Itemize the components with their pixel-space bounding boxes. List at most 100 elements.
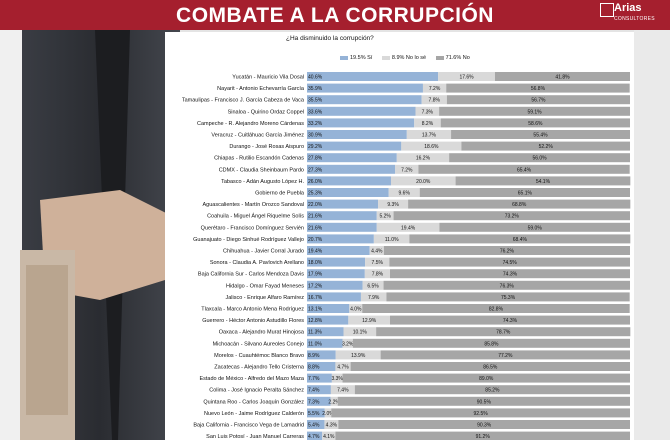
category-label: Tabasco - Adán Augusto López H.: [221, 179, 304, 185]
data-label-si: 21.6%: [308, 214, 323, 220]
category-label: Chiapas - Rutilio Escandón Cadenas: [214, 156, 304, 162]
bar-segment-no: [354, 385, 630, 395]
bar-segment-nolose: [330, 385, 355, 395]
data-label-no: 68.4%: [513, 237, 528, 243]
category-label: Yucatán - Mauricio Vila Dosal: [232, 75, 304, 81]
data-label-nolose: 19.4%: [401, 225, 416, 231]
bar-segment-nolose: [330, 396, 338, 406]
page-title: COMBATE A LA CORRUPCIÓN: [176, 4, 494, 27]
bar-segment-nolose: [348, 315, 391, 325]
bar-segment-nolose: [360, 292, 387, 302]
data-label-nolose: 7.5%: [372, 260, 384, 266]
logo-subtitle: CONSULTORES: [614, 16, 655, 22]
legend-item-no: 71.6% No: [435, 55, 470, 61]
logo-name: Arias: [614, 2, 642, 14]
data-label-nolose: 4.1%: [323, 434, 335, 440]
data-label-nolose: 17.6%: [459, 75, 474, 81]
category-label: Nuevo León - Jaime Rodríguez Calderón: [204, 411, 304, 417]
bar-segment-si: [307, 246, 370, 255]
data-label-no: 55.4%: [533, 133, 548, 139]
bar-segment-si: [307, 95, 422, 105]
bar-segment-no: [390, 269, 630, 279]
bar-segment-nolose: [364, 269, 391, 279]
data-label-no: 76.2%: [500, 249, 515, 255]
bar-segment-nolose: [335, 362, 351, 371]
data-label-nolose: 11.0%: [385, 237, 399, 243]
data-label-si: 22.0%: [308, 202, 323, 208]
data-label-nolose: 6.5%: [367, 283, 379, 289]
bar-segment-nolose: [362, 280, 384, 290]
category-label: San Luis Potosí - Juan Manuel Carreras: [206, 434, 304, 440]
data-label-no: 74.3%: [503, 318, 518, 324]
bar-segment-no: [440, 118, 630, 128]
bar-segment-no: [451, 130, 630, 139]
bar-segment-nolose: [369, 246, 384, 255]
data-label-no: 76.3%: [500, 283, 515, 289]
bar-segment-no: [393, 211, 630, 221]
data-label-nolose: 7.4%: [337, 388, 349, 394]
data-label-si: 30.9%: [308, 133, 323, 139]
bar-segment-nolose: [414, 118, 441, 128]
category-label: CDMX - Claudia Sheinbaum Pardo: [219, 167, 304, 173]
data-label-nolose: 20.0%: [416, 179, 431, 185]
data-label-nolose: 7.3%: [422, 109, 434, 115]
bar-segment-no: [383, 280, 630, 290]
data-label-nolose: 9.6%: [399, 191, 411, 197]
data-label-no: 56.7%: [531, 98, 546, 104]
bar-segment-nolose: [343, 327, 377, 337]
bar-segment-nolose: [349, 304, 363, 313]
bar-segment-nolose: [324, 420, 339, 429]
data-label-si: 5.4%: [308, 423, 320, 429]
data-label-no: 65.4%: [517, 167, 532, 173]
bar-segment-nolose: [376, 211, 394, 221]
logo-icon: [600, 3, 614, 17]
legend-label-nolose: 8.9% No lo sé: [391, 55, 427, 61]
data-label-no: 75.3%: [501, 295, 516, 301]
bar-segment-si: [307, 222, 377, 232]
bar-segment-si: [307, 396, 331, 406]
legend-label-no: 71.6% No: [445, 55, 470, 61]
chart-legend: 19.5% Sí 8.9% No lo sé 71.6% No: [340, 55, 478, 61]
bar-segment-no: [455, 176, 631, 186]
data-label-nolose: 2.0%: [322, 411, 334, 417]
data-label-si: 12.8%: [308, 318, 323, 324]
category-label: Baja California Sur - Carlos Mendoza Dav…: [198, 272, 304, 278]
bar-segment-nolose: [373, 234, 410, 244]
bar-segment-si: [307, 141, 402, 151]
category-label: Chihuahua - Javier Corral Jurado: [223, 249, 304, 255]
bar-segment-si: [307, 176, 391, 186]
data-label-si: 40.6%: [308, 75, 323, 81]
legend-item-si: 19.5% Sí: [340, 55, 372, 61]
category-label: Campeche - R. Alejandro Moreno Cárdenas: [197, 121, 304, 127]
data-label-no: 41.8%: [555, 75, 570, 81]
bar-segment-no: [419, 188, 630, 197]
data-label-si: 26.0%: [308, 179, 323, 185]
data-label-nolose: 5.2%: [379, 214, 391, 220]
legend-item-nolose: 8.9% No lo sé: [381, 55, 427, 61]
data-label-nolose: 13.7%: [422, 133, 437, 139]
data-label-si: 33.6%: [308, 109, 323, 115]
bar-segment-si: [307, 431, 323, 440]
bar-segment-si: [307, 385, 331, 395]
bar-segment-no: [409, 234, 631, 244]
bar-segment-nolose: [421, 95, 447, 105]
bar-segment-no: [383, 246, 630, 255]
category-label: Guanajuato - Diego Sinhué Rodríguez Vall…: [193, 237, 304, 243]
data-label-no: 86.5%: [483, 365, 498, 371]
category-label: Sinaloa - Quirino Ordaz Coppel: [228, 109, 304, 115]
category-label: Sonora - Claudia A. Pavlovich Arellano: [210, 260, 304, 266]
bar-segment-no: [439, 106, 630, 116]
bar-segment-nolose: [376, 222, 440, 232]
bar-segment-nolose: [396, 153, 450, 163]
data-label-nolose: 4.7%: [337, 365, 349, 371]
data-label-si: 5.5%: [308, 411, 320, 417]
bar-segment-nolose: [415, 106, 440, 116]
bar-segment-nolose: [365, 257, 390, 267]
data-label-no: 65.1%: [518, 191, 533, 197]
data-label-nolose: 12.9%: [362, 318, 377, 324]
category-label: Baja California - Francisco Vega de Lama…: [193, 423, 304, 429]
data-label-si: 29.2%: [308, 144, 323, 150]
bar-segment-nolose: [324, 408, 332, 418]
header-bar: [0, 0, 670, 30]
